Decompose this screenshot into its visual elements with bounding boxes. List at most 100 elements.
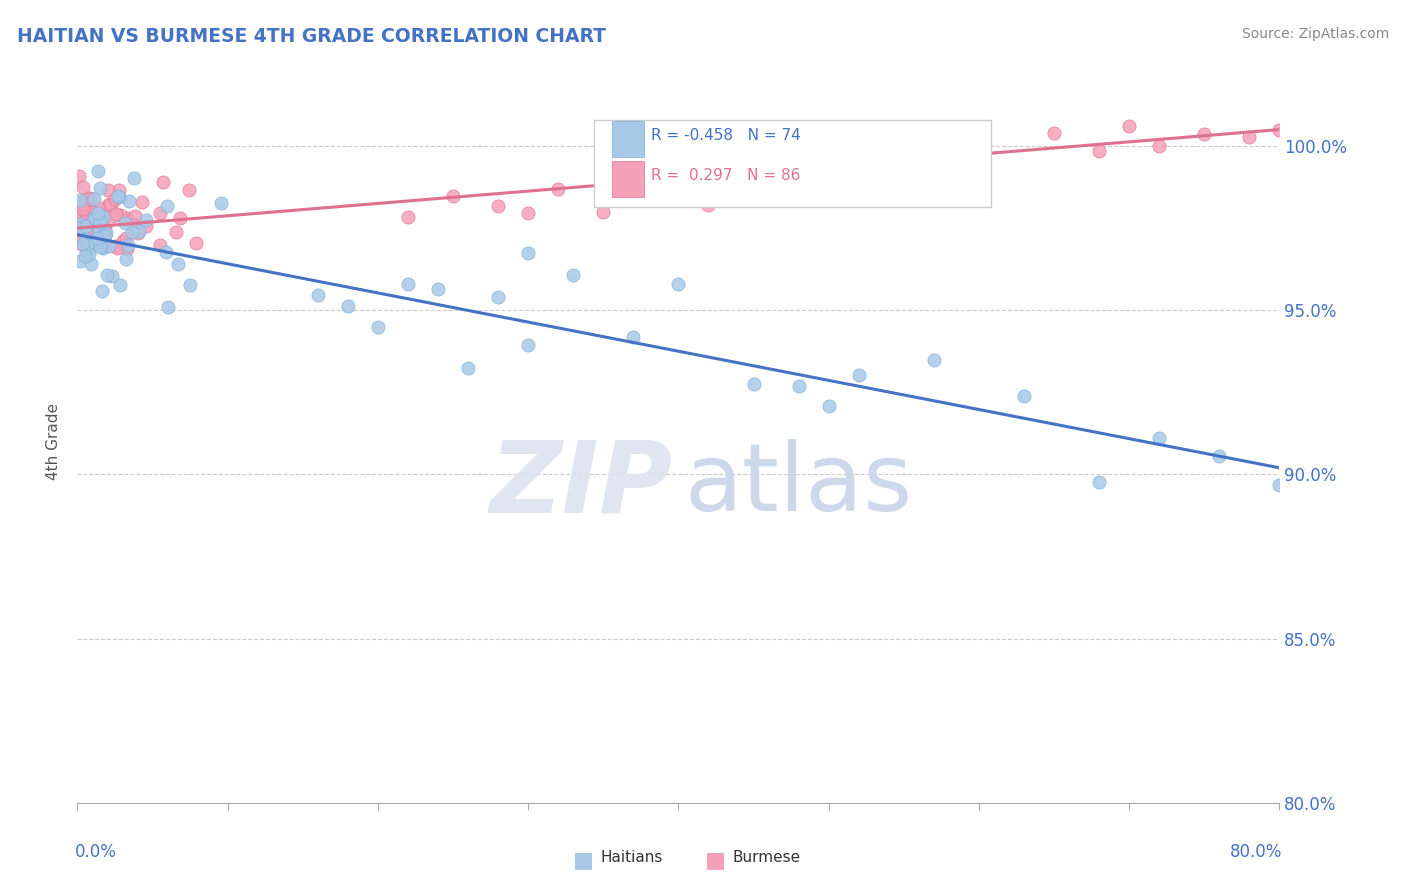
Point [742, 187, 765, 202]
Point [457, 360, 479, 375]
Point [108, 277, 131, 292]
Point [77, 214, 100, 228]
Point [69, 210, 91, 224]
Point [93, 222, 115, 236]
Point [80, 213, 103, 227]
Point [152, 175, 174, 189]
Point [111, 234, 134, 248]
Point [441, 188, 464, 202]
Text: Source: ZipAtlas.com: Source: ZipAtlas.com [1241, 27, 1389, 41]
Point [697, 145, 720, 160]
Point [77, 234, 100, 248]
Point [1118, 119, 1140, 133]
Point [427, 282, 450, 296]
Point [124, 210, 146, 224]
FancyBboxPatch shape [612, 121, 644, 157]
Point [94, 229, 117, 244]
Text: ■: ■ [574, 850, 595, 870]
Point [893, 161, 915, 176]
Point [86, 201, 108, 215]
Point [69, 228, 91, 243]
Point [922, 352, 945, 367]
Point [100, 197, 122, 211]
Point [67, 227, 90, 242]
Text: ■: ■ [706, 850, 727, 870]
Point [107, 189, 129, 203]
Point [108, 190, 131, 204]
Point [96, 226, 118, 240]
Point [79, 194, 101, 208]
Point [517, 206, 540, 220]
Point [84, 234, 107, 248]
Point [742, 377, 765, 392]
Point [98, 239, 121, 253]
Point [86, 231, 108, 245]
Point [155, 245, 177, 260]
Point [486, 290, 509, 304]
Point [76, 227, 98, 241]
Point [165, 225, 187, 239]
Point [98, 196, 121, 211]
Text: R = -0.458   N = 74: R = -0.458 N = 74 [651, 128, 800, 143]
Point [86, 225, 108, 239]
Point [307, 288, 329, 302]
Point [80, 257, 103, 271]
Text: atlas: atlas [685, 439, 912, 531]
Point [396, 210, 419, 224]
Point [149, 206, 172, 220]
Text: 0.0%: 0.0% [75, 843, 117, 861]
Point [177, 183, 200, 197]
Point [93, 229, 115, 244]
Point [1088, 475, 1111, 489]
Point [336, 299, 359, 313]
Y-axis label: 4th Grade: 4th Grade [46, 403, 62, 480]
Point [69, 254, 91, 268]
Point [517, 246, 540, 260]
Point [149, 238, 172, 252]
Point [87, 223, 110, 237]
Point [76, 206, 98, 220]
Point [128, 223, 150, 237]
Point [77, 198, 100, 212]
Point [1208, 449, 1230, 463]
Point [75, 243, 97, 257]
Point [1239, 130, 1261, 145]
Point [592, 204, 614, 219]
FancyBboxPatch shape [595, 120, 991, 207]
Point [486, 199, 509, 213]
Point [67, 194, 90, 209]
Point [104, 192, 127, 206]
Point [787, 379, 810, 393]
Point [104, 207, 127, 221]
Point [82, 205, 104, 219]
Point [118, 194, 141, 209]
Point [367, 320, 389, 334]
Point [121, 225, 143, 239]
Point [72, 236, 94, 251]
Point [122, 171, 145, 186]
Point [90, 285, 112, 299]
Point [89, 181, 111, 195]
Point [75, 203, 97, 218]
Point [1268, 478, 1291, 492]
Point [87, 205, 110, 219]
Point [1194, 127, 1216, 141]
Point [69, 193, 91, 207]
Point [82, 216, 104, 230]
Point [156, 300, 179, 314]
Point [179, 278, 201, 293]
Point [72, 202, 94, 216]
Point [621, 329, 644, 343]
Point [70, 208, 93, 222]
Point [90, 212, 112, 227]
Point [186, 236, 208, 251]
Point [135, 213, 157, 227]
Point [67, 235, 90, 250]
Point [75, 232, 97, 246]
Point [135, 219, 157, 234]
Point [94, 221, 117, 235]
Point [91, 211, 114, 225]
Point [562, 268, 585, 282]
Point [80, 212, 103, 227]
Point [76, 191, 98, 205]
